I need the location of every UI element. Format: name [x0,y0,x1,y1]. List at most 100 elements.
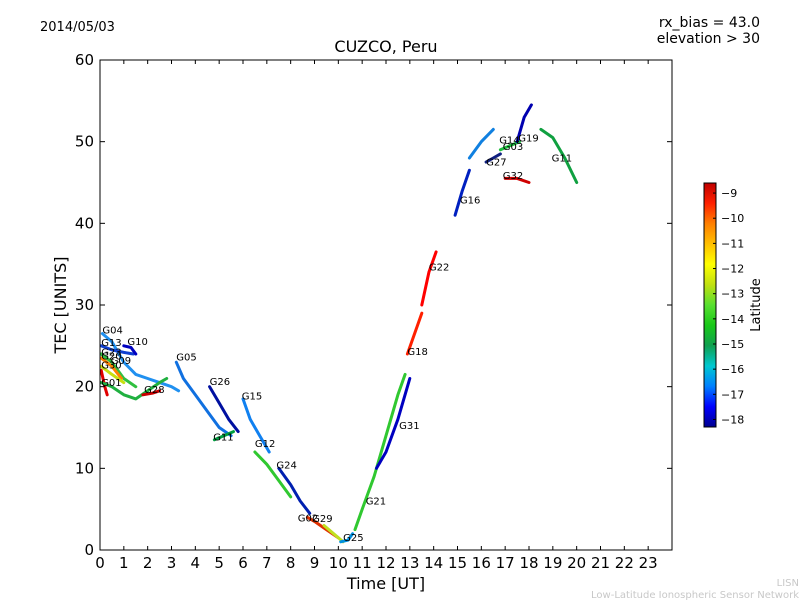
colorbar-tick-label-14: −14 [721,313,744,326]
sat-label-g29-16: G29 [312,514,332,525]
x-tick-label-10: 10 [329,554,348,572]
colorbar-tick-label-18: −18 [721,413,744,426]
x-tick-label-13: 13 [400,554,419,572]
trace-g29-16 [322,524,345,544]
x-tick-label-20: 20 [567,554,586,572]
x-tick-label-2: 2 [143,554,153,572]
y-tick-label-10: 10 [75,459,94,477]
y-tick-label-50: 50 [75,133,94,151]
footer-lisn: LISN [777,578,799,589]
x-tick-label-0: 0 [95,554,105,572]
colorbar-tick-label-15: −15 [721,338,744,351]
sat-label-g18-20: G18 [407,347,427,358]
sat-label-g09-5: G09 [111,356,131,367]
y-tick-label-0: 0 [84,541,94,559]
trace-g15-12 [241,397,271,454]
sat-label-g31-19: G31 [399,421,419,432]
x-tick-label-4: 4 [191,554,201,572]
sat-label-g21-18: G21 [366,496,386,507]
sat-label-g12-13: G12 [255,439,275,450]
sat-label-g04-0: G04 [102,326,122,337]
y-tick-label-30: 30 [75,296,94,314]
y-tick-label-40: 40 [75,214,94,232]
trace-g05-9 [174,360,233,438]
x-tick-label-23: 23 [639,554,658,572]
plot-frame [99,59,673,551]
sat-label-g16-22: G16 [460,196,480,207]
trace-g22-21 [420,250,438,307]
trace-g11-11 [212,430,235,442]
trace-g32-27 [503,176,531,184]
x-tick-label-8: 8 [286,554,296,572]
trace-g27-23 [484,152,502,164]
x-tick-label-7: 7 [262,554,272,572]
trace-g26-10 [208,385,240,434]
x-tick-label-14: 14 [424,554,443,572]
x-tick-label-21: 21 [591,554,610,572]
colorbar-tick-label-9: −9 [721,187,737,200]
footer-network: Low-Latitude Ionospheric Sensor Network [591,590,799,600]
trace-g10-2 [122,344,138,356]
colorbar-tick-label-13: −13 [721,288,744,301]
trace-g01-7 [100,377,169,401]
trace-g31-19 [375,377,412,470]
date-label: 2014/05/03 [40,20,115,35]
x-tick-label-16: 16 [472,554,491,572]
sat-label-g19-25: G19 [518,134,538,145]
sat-label-g11-11: G11 [213,433,233,444]
y-tick-label-60: 60 [75,51,94,69]
sat-label-g30-6: G30 [101,361,121,372]
colorbar-tick-label-17: −17 [721,388,744,401]
trace-g03-25 [498,140,521,152]
x-tick-label-1: 1 [119,554,129,572]
x-tick-label-22: 22 [615,554,634,572]
trace-g04-0 [100,332,181,393]
sat-label-g26-10: G26 [210,377,230,388]
colorbar-tick-label-12: −12 [721,263,744,276]
trace-g18-20 [405,311,424,356]
sat-label-g11-28: G11 [552,153,572,164]
colorbar-tick-label-16: −16 [721,363,744,376]
x-axis-label: Time [UT] [346,574,425,593]
colorbar-gradient [703,182,717,428]
chart-title: CUZCO, Peru [334,37,437,56]
colorbar-label: Latitude [749,278,764,332]
sat-label-g01-7: G01 [101,378,121,389]
sat-label-g27-26: G27 [486,157,506,168]
sat-label-g28-8: G28 [144,385,164,396]
sat-label-g03-24: G03 [503,142,523,153]
sat-label-g22-21: G22 [429,263,449,274]
sat-label-g05-9: G05 [176,353,196,364]
trace-g24-14 [277,466,312,515]
sat-label-g10-2: G10 [127,337,147,348]
x-tick-label-18: 18 [519,554,538,572]
x-tick-label-5: 5 [214,554,224,572]
x-tick-label-12: 12 [376,554,395,572]
sat-label-g32-27: G32 [503,171,523,182]
trace-g20-4 [100,356,123,380]
x-tick-label-19: 19 [543,554,562,572]
sat-label-g14-23: G14 [499,135,519,146]
colorbar-tick-label-10: −10 [721,212,744,225]
y-axis: 0 10 20 30 40 50 60 [75,51,672,559]
x-tick-label-11: 11 [353,554,372,572]
sat-label-g13-1: G13 [101,338,121,349]
sat-label-g24-14: G24 [276,460,296,471]
trace-g25-17 [339,532,355,544]
trace-g21-18 [353,372,407,532]
trace-g23-3 [100,352,138,389]
sat-label-g25-17: G25 [343,533,363,544]
trace-g12-13 [253,450,293,499]
elevation-label: elevation > 30 [657,31,760,47]
sat-label-g20-4: G20 [101,352,121,363]
sat-label-g02-15: G02 [298,513,318,524]
sat-label-g23-3: G23 [101,348,121,359]
sat-label-g15-12: G15 [242,392,262,403]
trace-g28-8 [141,389,162,397]
y-tick-label-20: 20 [75,378,94,396]
x-tick-label-15: 15 [448,554,467,572]
x-tick-label-17: 17 [496,554,515,572]
